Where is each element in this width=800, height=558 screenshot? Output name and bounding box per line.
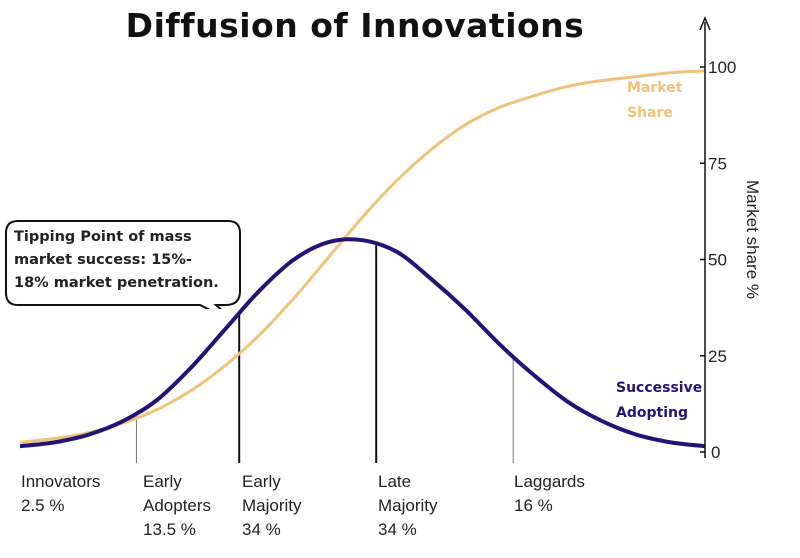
- callout-bubble: [5, 220, 241, 309]
- market-share-line: [19, 69, 706, 444]
- y-axis-label: Market share %: [743, 180, 762, 300]
- y-tick-label: 50: [708, 251, 727, 270]
- y-tick-label: 0: [711, 443, 720, 462]
- y-ticks: 0 25 50 75 100: [700, 58, 736, 462]
- category-name: Innovators: [21, 472, 101, 491]
- market-share-label-line2: Share: [627, 105, 673, 121]
- callout-line-2: market success: 15%-: [14, 252, 192, 268]
- y-axis-arrow: [699, 16, 711, 31]
- callout-line-1: Tipping Point of mass: [14, 229, 192, 245]
- category-early-majority: Early Majority 34 %: [242, 470, 302, 542]
- successive-adopting-label-line1: Successive: [616, 380, 702, 396]
- chart-title: Diffusion of Innovations: [125, 6, 585, 45]
- y-tick-label: 75: [708, 154, 727, 173]
- category-share: 2.5 %: [21, 496, 65, 515]
- category-share: 16 %: [514, 496, 553, 515]
- y-axis: [699, 16, 711, 458]
- category-name: Laggards: [514, 472, 585, 491]
- successive-adopting-line: [19, 237, 706, 449]
- callout-line-3: 18% market penetration.: [14, 275, 219, 291]
- y-tick-label: 100: [708, 58, 736, 77]
- category-share: 34 %: [378, 520, 417, 539]
- segment-dividers: [135, 244, 514, 463]
- category-name: Majority: [378, 496, 438, 515]
- category-name: Early: [242, 472, 281, 491]
- category-name: Late: [378, 472, 412, 491]
- category-share: 34 %: [242, 520, 281, 539]
- category-early-adopters: Early Adopters 13.5 %: [143, 470, 211, 542]
- category-laggards: Laggards 16 %: [514, 470, 585, 518]
- y-tick-label: 25: [708, 347, 727, 366]
- category-name: Adopters: [143, 496, 212, 515]
- category-share: 13.5 %: [143, 520, 196, 539]
- category-name: Majority: [242, 496, 302, 515]
- market-share-label-line1: Market: [627, 80, 683, 96]
- category-late-majority: Late Majority 34 %: [378, 470, 438, 542]
- successive-adopting-label-line2: Adopting: [616, 405, 688, 421]
- category-innovators: Innovators 2.5 %: [21, 470, 100, 518]
- category-name: Early: [143, 472, 182, 491]
- callout-text: Tipping Point of mass market success: 15…: [14, 226, 238, 295]
- tipping-point-callout: [5, 220, 241, 309]
